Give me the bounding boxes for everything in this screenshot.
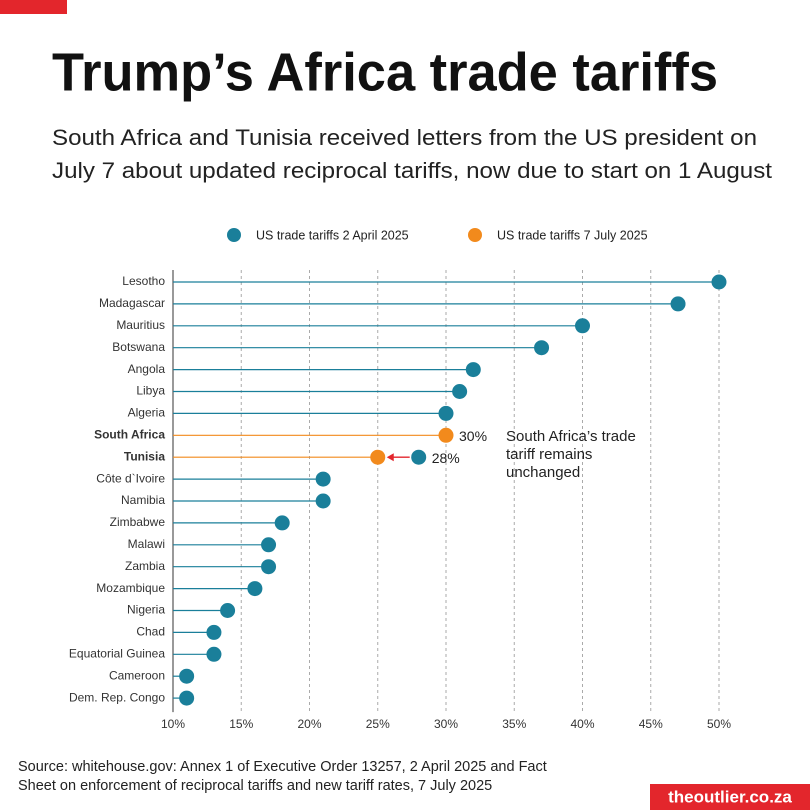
legend-label: US trade tariffs 2 April 2025 — [256, 228, 409, 242]
annotation: unchanged — [506, 464, 580, 481]
dot — [438, 427, 454, 443]
y-tick-label: Chad — [136, 625, 165, 639]
x-tick-label: 25% — [366, 717, 390, 731]
dot — [411, 449, 427, 465]
legend-marker — [227, 228, 241, 242]
chart-title: Trump’s Africa trade tariffs — [52, 42, 718, 102]
y-tick-label: Mozambique — [96, 581, 165, 595]
y-tick-label: Equatorial Guinea — [69, 646, 165, 660]
dot — [315, 493, 331, 509]
x-tick-label: 15% — [229, 717, 253, 731]
y-tick-label: Côte d`Ivoire — [96, 471, 165, 485]
y-tick-label: South Africa — [94, 427, 165, 441]
dot — [711, 274, 727, 290]
x-tick-label: 10% — [161, 717, 185, 731]
dot — [261, 537, 277, 553]
y-tick-label: Nigeria — [127, 603, 165, 617]
y-tick-label: Mauritius — [116, 318, 165, 332]
y-tick-label: Libya — [136, 384, 165, 398]
annotation: South Africa’s trade — [506, 428, 636, 445]
dot — [575, 318, 590, 334]
value-label: 30% — [459, 428, 487, 444]
y-tick-label: Cameroon — [109, 668, 165, 682]
dot — [465, 362, 481, 378]
dot — [370, 449, 386, 465]
y-tick-label: Angola — [128, 362, 166, 376]
y-tick-label: Malawi — [128, 537, 165, 551]
dot — [179, 690, 195, 706]
source: Sheet on enforcement of reciprocal tarif… — [18, 778, 492, 794]
x-tick-label: 35% — [502, 717, 526, 731]
x-tick-label: 30% — [434, 717, 458, 731]
brand[interactable]: theoutlier.co.za — [668, 787, 792, 806]
y-tick-label: Botswana — [112, 340, 165, 354]
legend-marker — [468, 228, 482, 242]
x-tick-label: 40% — [570, 717, 594, 731]
dot — [206, 646, 222, 662]
arrow-head — [386, 453, 394, 462]
brand-box — [650, 784, 810, 810]
y-tick-label: Lesotho — [122, 274, 165, 288]
y-tick-label: Zambia — [125, 559, 165, 573]
y-tick-label: Algeria — [128, 406, 166, 420]
dot — [315, 471, 331, 487]
y-tick-label: Namibia — [121, 493, 165, 507]
x-tick-label: 45% — [639, 717, 663, 731]
dot — [261, 559, 277, 575]
value-label: 28% — [432, 450, 460, 466]
dot — [247, 581, 263, 597]
dot — [534, 340, 550, 356]
y-tick-label: Zimbabwe — [110, 515, 166, 529]
dot — [206, 624, 222, 640]
subtitle: South Africa and Tunisia received letter… — [52, 125, 757, 150]
dot — [452, 384, 468, 399]
subtitle: July 7 about updated reciprocal tariffs,… — [52, 158, 772, 183]
legend-label: US trade tariffs 7 July 2025 — [497, 228, 648, 242]
dot — [220, 603, 236, 618]
top-accent — [0, 0, 67, 14]
annotation: tariff remains — [506, 446, 592, 463]
y-tick-label: Tunisia — [124, 449, 165, 463]
x-tick-label: 20% — [297, 717, 321, 731]
y-tick-label: Madagascar — [99, 296, 165, 310]
dot — [670, 296, 686, 312]
x-tick-label: 50% — [707, 717, 731, 731]
dot — [179, 668, 195, 684]
dot — [274, 515, 290, 531]
source: Source: whitehouse.gov: Annex 1 of Execu… — [18, 759, 547, 775]
y-tick-label: Dem. Rep. Congo — [69, 690, 165, 704]
dot — [438, 405, 454, 421]
